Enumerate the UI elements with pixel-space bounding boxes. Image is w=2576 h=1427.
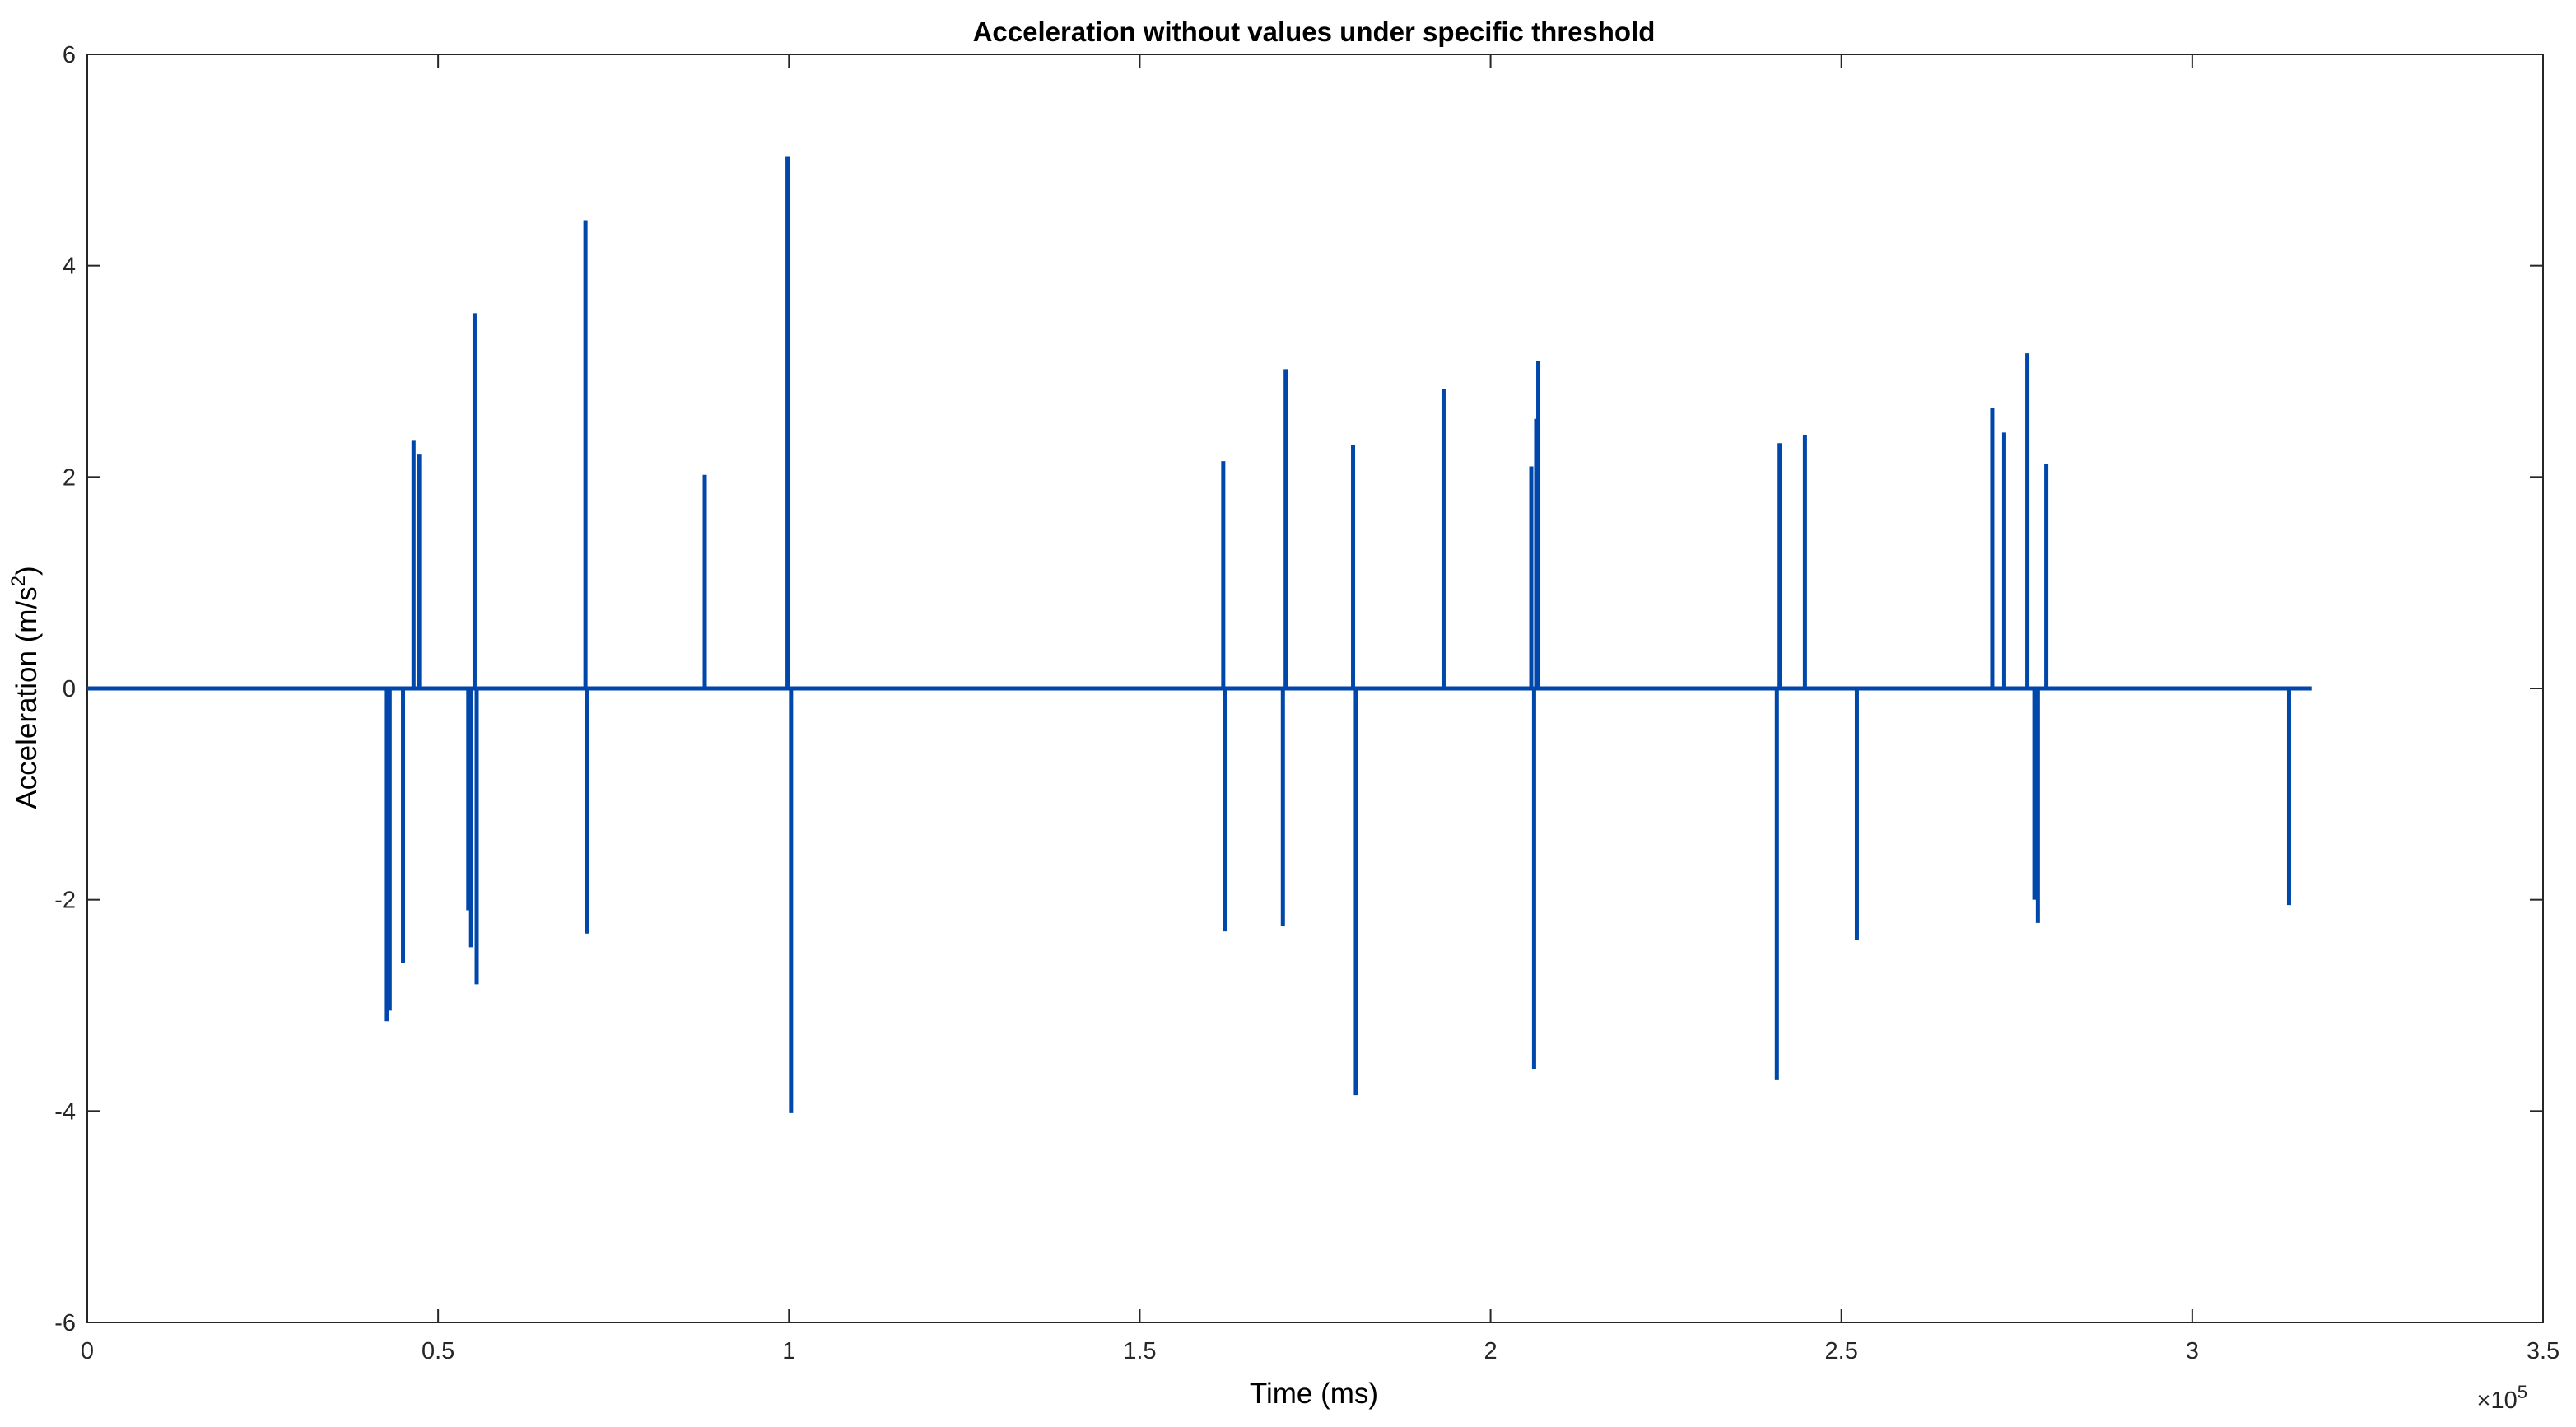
- y-axis-label-sup: 2: [7, 576, 30, 586]
- y-axis-label-base: Acceleration (m/s: [11, 586, 43, 809]
- y-tick-label: 0: [63, 676, 76, 702]
- y-tick-label: 2: [63, 464, 76, 491]
- y-tick-label: -6: [54, 1310, 76, 1336]
- text-layer: Acceleration without values under specif…: [7, 16, 2527, 1414]
- axes-layer: 0 0.5 1 1.5 2 2.5 3 3.5 -6 -4 -2 0 2 4 6: [54, 42, 2560, 1364]
- y-tick-label: -4: [54, 1098, 76, 1125]
- x-tick-label: 3.5: [2527, 1338, 2560, 1364]
- x-tick-label: 1.5: [1123, 1338, 1156, 1364]
- x-exponent-power: 5: [2518, 1382, 2527, 1402]
- y-tick-label: 6: [63, 42, 76, 68]
- x-tick-label: 2: [1484, 1338, 1498, 1364]
- y-tick-label: -2: [54, 888, 76, 914]
- x-tick-label: 1: [782, 1338, 795, 1364]
- y-axis-label-close: ): [11, 566, 43, 576]
- x-axis-label: Time (ms): [1250, 1378, 1378, 1410]
- x-exponent-base: ×10: [2477, 1387, 2518, 1414]
- y-axis-label: Acceleration (m/s2): [7, 566, 43, 809]
- x-tick-label: 3: [2186, 1338, 2199, 1364]
- chart-title: Acceleration without values under specif…: [973, 16, 1656, 47]
- y-tick-label: 4: [63, 254, 76, 280]
- x-exponent-label: ×105: [2477, 1382, 2527, 1414]
- x-tick-label: 0: [81, 1338, 94, 1364]
- x-tick-label: 2.5: [1825, 1338, 1858, 1364]
- x-tick-label: 0.5: [422, 1338, 454, 1364]
- data-layer: [87, 156, 2312, 1113]
